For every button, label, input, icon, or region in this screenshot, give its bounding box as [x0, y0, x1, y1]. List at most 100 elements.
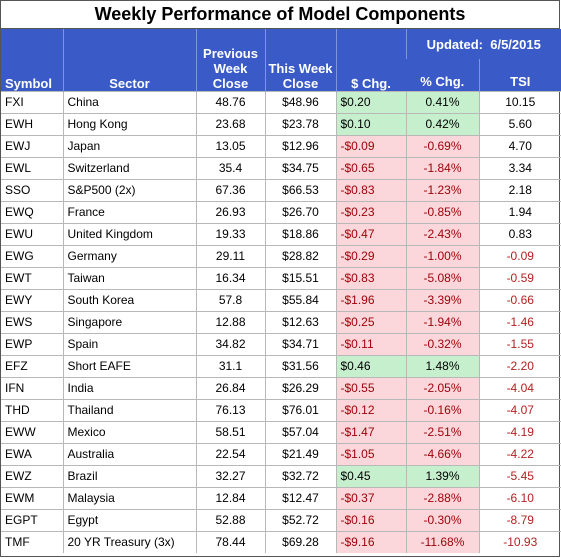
dollar-change-cell: -$0.12 — [335, 399, 406, 422]
table-row: THD Thailand 76.13 $76.01 -$0.12 -0.16% -4.07 — [1, 399, 561, 422]
table-row: EWW Mexico 58.51 $57.04 -$1.47 -2.51% -4.19 — [1, 421, 561, 444]
symbol-cell: SSO — [1, 179, 63, 202]
table-row: EWT Taiwan 16.34 $15.51 -$0.83 -5.08% -0.59 — [1, 267, 561, 290]
dollar-change-cell: -$1.05 — [335, 443, 406, 466]
sector-cell: China — [62, 91, 196, 114]
dollar-change-cell: -$1.47 — [335, 421, 406, 444]
previous-close-cell: 35.4 — [195, 157, 265, 180]
percent-change-cell: 0.41% — [405, 91, 479, 114]
symbol-cell: EWQ — [1, 201, 63, 224]
symbol-cell: FXI — [1, 91, 63, 114]
percent-change-cell: -2.51% — [405, 421, 479, 444]
previous-close-cell: 67.36 — [195, 179, 265, 202]
dollar-change-cell: $0.20 — [335, 91, 406, 114]
sector-cell: Australia — [62, 443, 196, 466]
this-week-close-cell: $12.96 — [264, 135, 336, 158]
sector-cell: Switzerland — [62, 157, 196, 180]
sector-cell: India — [62, 377, 196, 400]
sector-cell: Singapore — [62, 311, 196, 334]
percent-change-cell: 1.48% — [405, 355, 479, 378]
this-week-close-cell: $12.47 — [264, 487, 336, 510]
dollar-change-cell: -$0.65 — [335, 157, 406, 180]
symbol-cell: EWY — [1, 289, 63, 312]
tsi-cell: -1.46 — [478, 311, 561, 334]
dollar-change-cell: -$0.25 — [335, 311, 406, 334]
previous-close-cell: 12.84 — [195, 487, 265, 510]
previous-close-cell: 57.8 — [195, 289, 265, 312]
sector-cell: Germany — [62, 245, 196, 268]
tsi-cell: 1.94 — [478, 201, 561, 224]
previous-close-cell: 26.93 — [195, 201, 265, 224]
this-week-close-cell: $34.71 — [264, 333, 336, 356]
symbol-cell: EWG — [1, 245, 63, 268]
sector-cell: Malaysia — [62, 487, 196, 510]
percent-change-cell: -2.88% — [405, 487, 479, 510]
symbol-cell: EWP — [1, 333, 63, 356]
symbol-cell: EWL — [1, 157, 63, 180]
this-week-close-cell: $31.56 — [264, 355, 336, 378]
table-row: EWM Malaysia 12.84 $12.47 -$0.37 -2.88% -6.10 — [1, 487, 561, 510]
this-week-close-cell: $69.28 — [264, 531, 336, 553]
header-tsi: TSI — [478, 59, 561, 92]
header-previous-line1: Previous — [203, 46, 258, 61]
table-row: FXI China 48.76 $48.96 $0.20 0.41% 10.15 — [1, 91, 561, 114]
percent-change-cell: 1.39% — [405, 465, 479, 488]
previous-close-cell: 76.13 — [195, 399, 265, 422]
this-week-close-cell: $48.96 — [264, 91, 336, 114]
percent-change-cell: -1.94% — [405, 311, 479, 334]
header-previous-week-close: Previous Week Close — [195, 29, 265, 92]
tsi-cell: -6.10 — [478, 487, 561, 510]
table-row: IFN India 26.84 $26.29 -$0.55 -2.05% -4.04 — [1, 377, 561, 400]
tsi-cell: -2.20 — [478, 355, 561, 378]
this-week-close-cell: $57.04 — [264, 421, 336, 444]
updated-label: Updated: — [426, 36, 483, 52]
dollar-change-cell: -$1.96 — [335, 289, 406, 312]
updated-stamp: Updated: 6/5/2015 — [405, 29, 561, 59]
table-row: EGPT Egypt 52.88 $52.72 -$0.16 -0.30% -8.79 — [1, 509, 561, 532]
tsi-cell: -0.66 — [478, 289, 561, 312]
dollar-change-cell: -$0.37 — [335, 487, 406, 510]
tsi-cell: -0.09 — [478, 245, 561, 268]
performance-table: Symbol Sector Previous Week Close This W… — [1, 29, 561, 553]
header-sector: Sector — [62, 29, 196, 92]
this-week-close-cell: $23.78 — [264, 113, 336, 136]
header-symbol: Symbol — [1, 29, 63, 92]
dollar-change-cell: -$0.55 — [335, 377, 406, 400]
this-week-close-cell: $26.70 — [264, 201, 336, 224]
this-week-close-cell: $55.84 — [264, 289, 336, 312]
table-row: TMF 20 YR Treasury (3x) 78.44 $69.28 -$9.16-… — [1, 531, 561, 553]
table-row: EWY South Korea 57.8 $55.84 -$1.96 -3.39% -0.6… — [1, 289, 561, 312]
table-row: EWH Hong Kong 23.68 $23.78 $0.10 0.42% 5.60 — [1, 113, 561, 136]
percent-change-cell: -0.16% — [405, 399, 479, 422]
table-row: EWQ France 26.93 $26.70 -$0.23 -0.85% 1.94 — [1, 201, 561, 224]
sector-cell: United Kingdom — [62, 223, 196, 246]
dollar-change-cell: $0.10 — [335, 113, 406, 136]
this-week-close-cell: $66.53 — [264, 179, 336, 202]
table-row: EWZ Brazil 32.27 $32.72 $0.45 1.39% -5.45 — [1, 465, 561, 488]
dollar-change-cell: -$0.47 — [335, 223, 406, 246]
tsi-cell: 10.15 — [478, 91, 561, 114]
sector-cell: Egypt — [62, 509, 196, 532]
dollar-change-cell: $0.45 — [335, 465, 406, 488]
percent-change-cell: -4.66% — [405, 443, 479, 466]
sector-cell: 20 YR Treasury (3x) — [62, 531, 196, 553]
dollar-change-cell: -$0.83 — [335, 179, 406, 202]
previous-close-cell: 78.44 — [195, 531, 265, 553]
tsi-cell: 3.34 — [478, 157, 561, 180]
percent-change-cell: -0.85% — [405, 201, 479, 224]
tsi-cell: -1.55 — [478, 333, 561, 356]
header-percent-change: % Chg. — [406, 59, 479, 92]
percent-change-cell: -2.05% — [405, 377, 479, 400]
previous-close-cell: 26.84 — [195, 377, 265, 400]
sector-cell: Spain — [62, 333, 196, 356]
tsi-cell: -4.07 — [478, 399, 561, 422]
dollar-change-cell: $0.46 — [335, 355, 406, 378]
updated-date: 6/5/2015 — [490, 36, 541, 52]
header-this-line1: This Week — [268, 61, 333, 76]
symbol-cell: EWW — [1, 421, 63, 444]
previous-close-cell: 52.88 — [195, 509, 265, 532]
tsi-cell: -10.93 — [478, 531, 561, 553]
tsi-cell: -4.19 — [478, 421, 561, 444]
table-row: EWU United Kingdom 19.33 $18.86 -$0.47 -2.43%… — [1, 223, 561, 246]
